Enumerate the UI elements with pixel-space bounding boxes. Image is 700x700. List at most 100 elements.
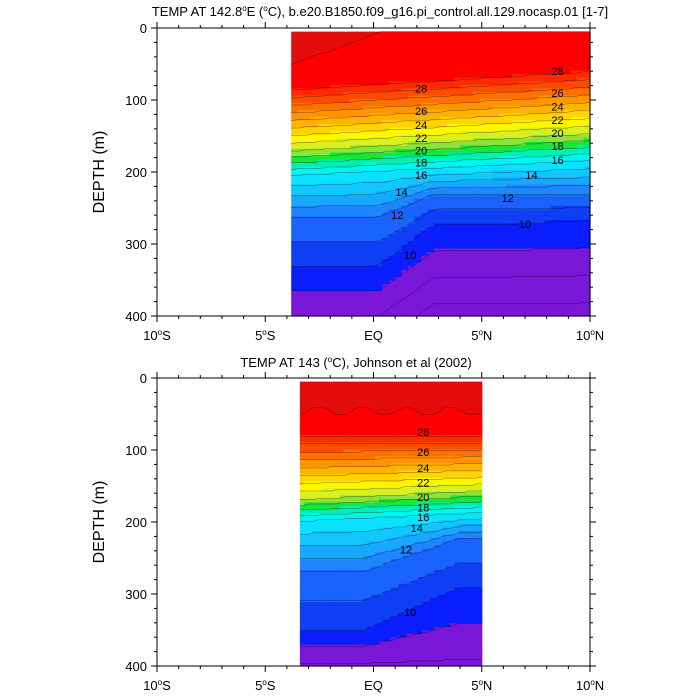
field-cell — [421, 294, 429, 299]
field-cell — [499, 291, 507, 296]
field-cell — [343, 587, 348, 592]
field-cell — [362, 52, 370, 58]
field-cell — [355, 534, 360, 539]
field-cell — [304, 195, 312, 200]
field-cell — [304, 74, 312, 79]
field-cell — [336, 45, 344, 50]
field-cell — [427, 276, 435, 282]
field-cell — [499, 52, 507, 58]
field-cell — [297, 252, 305, 257]
field-cell — [331, 566, 337, 571]
field-cell — [343, 662, 348, 667]
field-cell — [401, 156, 409, 161]
field-cell — [473, 163, 481, 168]
field-cell — [336, 244, 344, 250]
field-cell — [297, 49, 305, 54]
contour-label: 10 — [519, 219, 531, 231]
field-cell — [531, 223, 539, 228]
field-cell — [356, 184, 364, 189]
field-cell — [408, 138, 416, 143]
field-cell — [551, 170, 559, 175]
field-cell — [388, 202, 396, 207]
field-cell — [518, 308, 526, 314]
field-cell — [395, 74, 403, 79]
field-cell — [453, 113, 461, 118]
field-cell — [307, 406, 313, 411]
field-cell — [447, 191, 455, 196]
field-cell — [323, 45, 331, 50]
field-cell — [331, 559, 337, 564]
field-cell — [299, 431, 305, 436]
field-cell — [323, 60, 331, 65]
field-cell — [564, 141, 572, 146]
field-cell — [401, 113, 409, 118]
field-cell — [453, 81, 461, 86]
field-cell — [307, 630, 313, 635]
field-cell — [408, 220, 416, 225]
field-cell — [362, 276, 370, 282]
field-cell — [434, 134, 442, 139]
field-cell — [291, 45, 299, 50]
field-cell — [447, 308, 455, 314]
field-cell — [505, 252, 513, 257]
field-cell — [330, 159, 338, 164]
field-cell — [323, 488, 329, 493]
field-cell — [577, 152, 585, 157]
field-cell — [339, 427, 344, 432]
field-cell — [564, 134, 572, 139]
field-cell — [531, 284, 539, 289]
field-cell — [583, 99, 591, 104]
field-cell — [303, 424, 309, 429]
field-cell — [479, 312, 487, 317]
field-cell — [330, 262, 338, 267]
field-cell — [460, 116, 468, 122]
field-cell — [343, 244, 351, 250]
field-cell — [440, 223, 448, 228]
field-cell — [336, 70, 344, 75]
field-cell — [317, 180, 325, 186]
field-cell — [577, 216, 585, 221]
field-cell — [466, 152, 474, 157]
field-cell — [583, 35, 591, 40]
field-cell — [447, 177, 455, 182]
field-cell — [460, 31, 468, 36]
field-cell — [331, 637, 337, 642]
field-cell — [583, 81, 591, 86]
field-cell — [336, 195, 344, 200]
field-cell — [479, 298, 487, 303]
field-cell — [311, 623, 317, 628]
field-cell — [330, 67, 338, 72]
field-cell — [336, 298, 344, 303]
field-cell — [323, 298, 331, 303]
field-cell — [369, 81, 377, 86]
field-cell — [538, 63, 546, 68]
field-cell — [551, 220, 559, 225]
field-cell — [440, 92, 448, 97]
field-cell — [323, 67, 331, 72]
field-cell — [395, 163, 403, 168]
field-cell — [349, 173, 357, 178]
field-cell — [440, 170, 448, 175]
field-cell — [369, 255, 377, 260]
field-cell — [315, 555, 321, 560]
field-cell — [317, 42, 325, 47]
field-cell — [512, 102, 520, 107]
field-cell — [557, 141, 565, 146]
field-cell — [414, 124, 422, 129]
field-cell — [343, 434, 348, 440]
field-cell — [343, 651, 348, 656]
field-cell — [369, 163, 377, 168]
field-cell — [434, 45, 442, 50]
field-cell — [375, 31, 383, 36]
field-cell — [375, 259, 383, 264]
field-cell — [538, 42, 546, 47]
field-cell — [343, 452, 348, 457]
field-cell — [557, 95, 565, 100]
field-cell — [327, 648, 333, 653]
field-cell — [531, 259, 539, 264]
field-cell — [427, 145, 435, 150]
field-cell — [434, 52, 442, 58]
field-cell — [347, 538, 352, 543]
field-cell — [375, 60, 383, 65]
field-cell — [347, 395, 352, 400]
